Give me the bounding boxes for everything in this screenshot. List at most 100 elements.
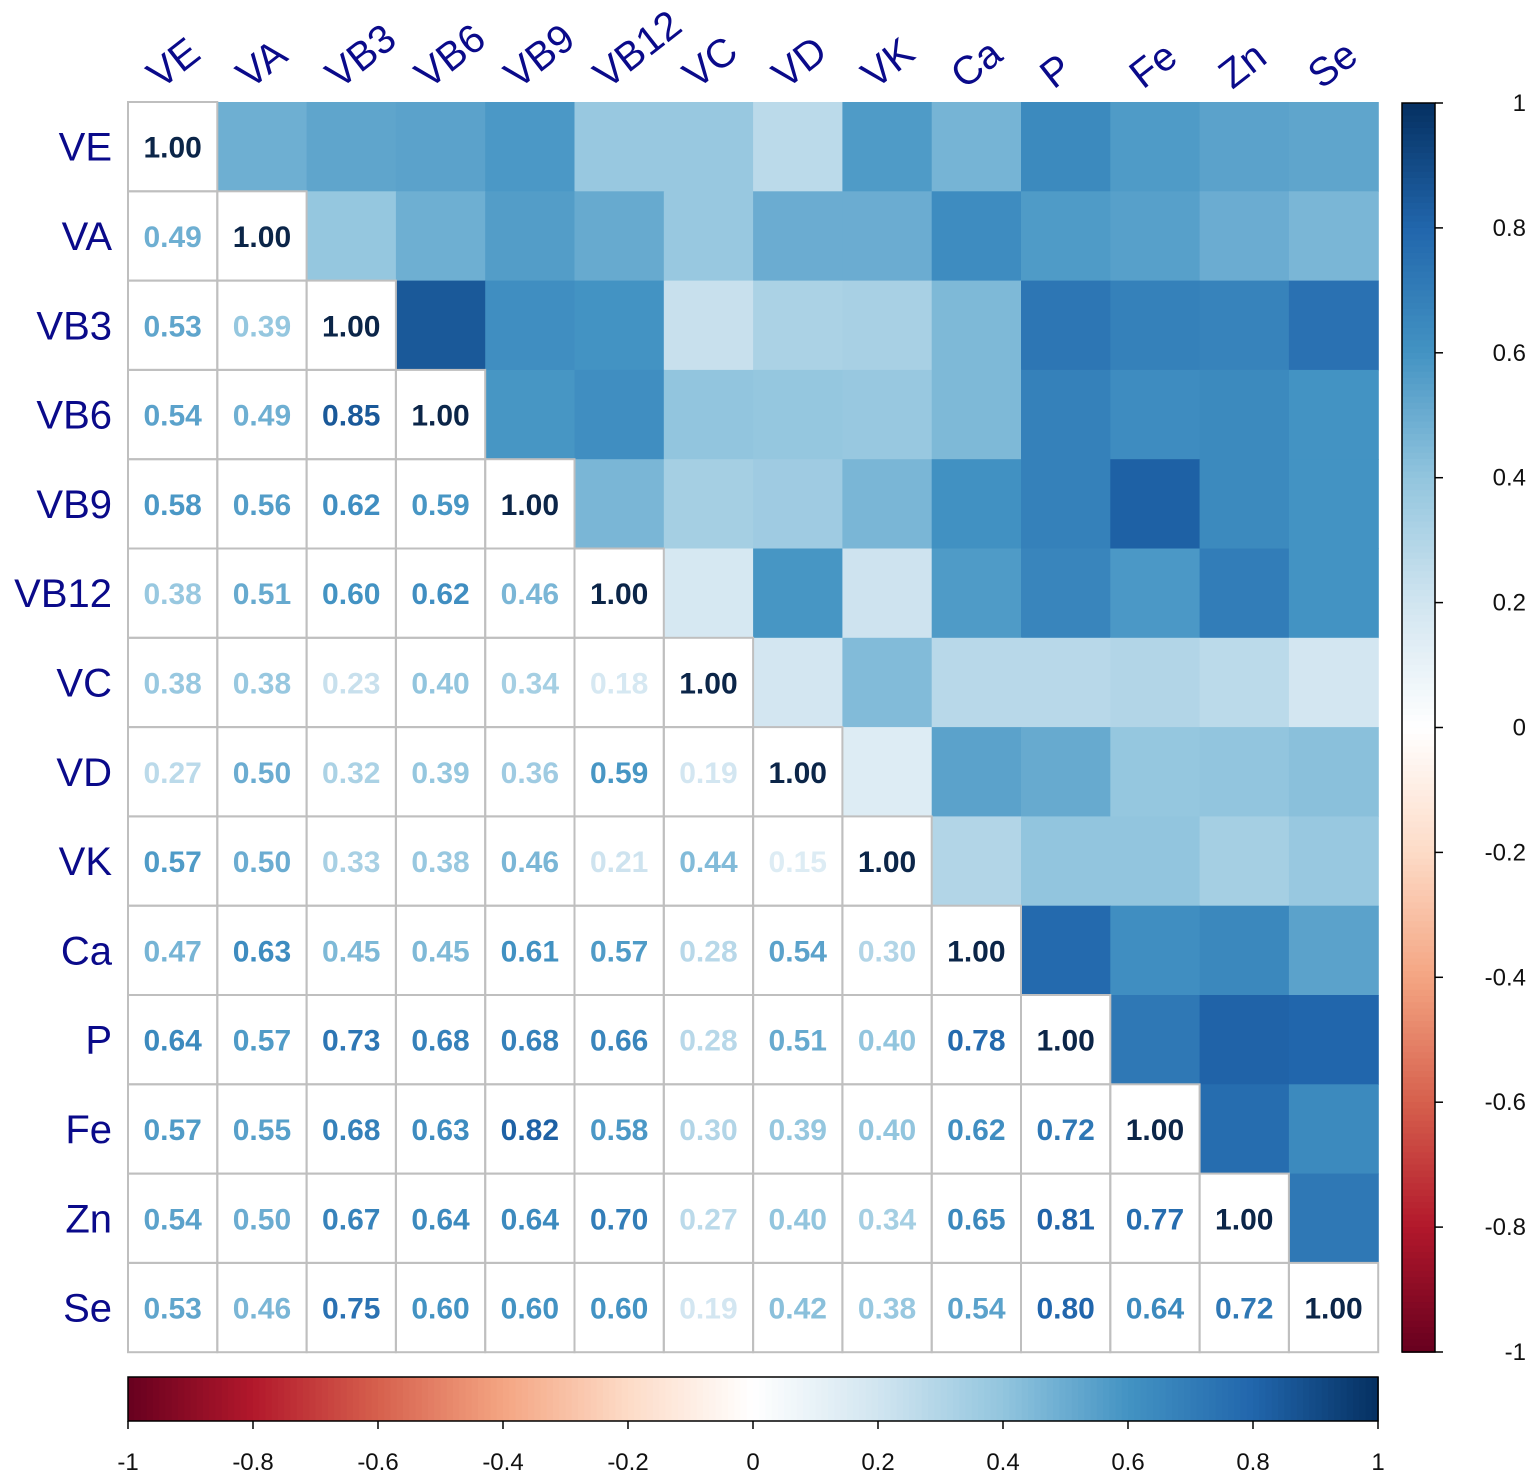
- heatmap-cell-VA-VB3: [306, 191, 397, 282]
- colorbar-bottom-segment: [815, 1377, 823, 1421]
- value-VK-VB3: 0.33: [322, 846, 380, 879]
- heatmap-cell-VB12-Se: [1288, 548, 1379, 639]
- colorbar-right-segment: [1402, 171, 1435, 179]
- value-Se-VC: 0.19: [679, 1293, 737, 1326]
- colorbar-bottom-segment: [1153, 1377, 1161, 1421]
- colorbar-bottom-segment: [521, 1377, 529, 1421]
- value-Fe-VC: 0.30: [679, 1114, 737, 1147]
- colorbar-bottom-segment: [746, 1377, 754, 1421]
- heatmap-cell-VD-Se: [1288, 727, 1379, 817]
- heatmap-cell-VB9-VD: [753, 459, 843, 550]
- heatmap-cell-VB3-P: [1021, 280, 1111, 371]
- row-label-VB3: VB3: [36, 304, 112, 348]
- colorbar-right-segment: [1402, 958, 1435, 966]
- value-VB6-VB3: 0.85: [322, 400, 380, 433]
- colorbar-right-tick-label: 0.4: [1493, 465, 1526, 492]
- heatmap-cell-Ca-Fe: [1110, 905, 1201, 996]
- value-Se-VB3: 0.75: [322, 1293, 380, 1326]
- colorbar-right-segment: [1402, 265, 1435, 273]
- colorbar-bottom-segment: [896, 1377, 904, 1421]
- colorbar-bottom-tick-label: 0: [746, 1449, 759, 1476]
- colorbar-bottom-segment: [1059, 1377, 1067, 1421]
- colorbar-right-segment: [1402, 508, 1435, 516]
- colorbar-bottom-segment: [646, 1377, 654, 1421]
- value-Ca-VB3: 0.45: [322, 935, 380, 968]
- colorbar-bottom-segment: [509, 1377, 517, 1421]
- row-labels: VE VA VB3 VB6 VB9 VB12 VC VD VK Ca P Fe Zn Se: [14, 126, 113, 1331]
- colorbar-bottom-segment: [1115, 1377, 1123, 1421]
- colorbar-right-segment: [1402, 933, 1435, 941]
- value-VA-VA: 1.00: [233, 221, 291, 254]
- heatmap-cell-Fe-Zn: [1199, 1084, 1290, 1175]
- heatmap-cell-VB3-VB6: [395, 280, 486, 371]
- colorbar-bottom-segment: [1128, 1377, 1136, 1421]
- colorbar-bottom-segment: [371, 1377, 379, 1421]
- colorbar-right-tick-label: -0.6: [1485, 1089, 1526, 1116]
- colorbar-right-segment: [1402, 402, 1435, 410]
- colorbar-bottom-segment: [378, 1377, 386, 1421]
- row-label-VB12: VB12: [14, 572, 112, 616]
- colorbar-bottom-segment: [409, 1377, 417, 1421]
- colorbar-right-segment: [1402, 764, 1435, 773]
- heatmap-cell-VB3-VC: [663, 280, 754, 371]
- colorbar-bottom-segment: [859, 1377, 867, 1421]
- colorbar-right-segment: [1402, 409, 1435, 417]
- colorbar-bottom-segment: [953, 1377, 961, 1421]
- value-Fe-P: 0.72: [1036, 1114, 1094, 1147]
- colorbar-right-segment: [1402, 396, 1435, 404]
- colorbar-bottom-segment: [415, 1377, 423, 1421]
- colorbar-bottom-segment: [828, 1377, 836, 1421]
- colorbar-bottom-segment: [909, 1377, 917, 1421]
- colorbar-bottom-segment: [178, 1377, 186, 1421]
- colorbar-bottom-segment: [296, 1377, 304, 1421]
- colorbar-bottom-segment: [990, 1377, 998, 1421]
- colorbar-bottom-segment: [228, 1377, 236, 1421]
- colorbar-bottom-segment: [715, 1377, 723, 1421]
- colorbar-right-segment: [1402, 802, 1435, 810]
- heatmap-cell-VB3-Fe: [1110, 280, 1201, 371]
- heatmap-cell-VE-VB12: [574, 102, 665, 192]
- heatmap-cell-VE-Ca: [931, 102, 1022, 192]
- colorbar-bottom-segment: [665, 1377, 673, 1421]
- colorbar-right-segment: [1402, 315, 1435, 323]
- value-VB12-VE: 0.38: [143, 578, 201, 611]
- value-Fe-VK: 0.40: [858, 1114, 916, 1147]
- value-VK-VB12: 0.21: [590, 846, 648, 879]
- colorbar-bottom-segment: [765, 1377, 773, 1421]
- colorbar-bottom-segment: [940, 1377, 948, 1421]
- colorbar-bottom-segment: [1359, 1377, 1367, 1421]
- colorbar-bottom-segment: [709, 1377, 717, 1421]
- colorbar-bottom-segment: [628, 1377, 636, 1421]
- value-VD-VC: 0.19: [679, 757, 737, 790]
- value-Se-VD: 0.42: [769, 1293, 827, 1326]
- colorbar-bottom-segment: [1140, 1377, 1148, 1421]
- value-VB12-VB12: 1.00: [590, 578, 648, 611]
- row-label-VE: VE: [59, 126, 112, 170]
- colorbar-right-segment: [1402, 1189, 1435, 1197]
- colorbar-right-segment: [1402, 477, 1435, 485]
- colorbar-right-segment: [1402, 134, 1435, 142]
- colorbar-bottom-segment: [346, 1377, 354, 1421]
- colorbar-right-segment: [1402, 1170, 1435, 1178]
- heatmap-cell-VA-VC: [663, 191, 754, 282]
- colorbar-right-segment: [1402, 184, 1435, 192]
- heatmap-cell-P-Se: [1288, 995, 1379, 1085]
- colorbar-right-segment: [1402, 1108, 1435, 1116]
- colorbar-bottom-segment: [609, 1377, 617, 1421]
- colorbar-bottom-segment: [1328, 1377, 1336, 1421]
- colorbar-right-segment: [1402, 465, 1435, 473]
- colorbar-right-segment: [1402, 327, 1435, 335]
- colorbar-right-segment: [1402, 1177, 1435, 1185]
- value-Zn-VA: 0.50: [233, 1203, 291, 1236]
- colorbar-bottom-segment: [334, 1377, 342, 1421]
- column-label-Se: Se: [1300, 32, 1366, 97]
- colorbar-bottom-segment: [240, 1377, 248, 1421]
- heatmap-cell-VB12-Ca: [931, 548, 1022, 639]
- value-VB3-VB3: 1.00: [322, 310, 380, 343]
- value-Zn-Fe: 0.77: [1126, 1203, 1184, 1236]
- value-Zn-Ca: 0.65: [947, 1203, 1005, 1236]
- colorbar-right-segment: [1402, 521, 1435, 529]
- colorbar-right-segment: [1402, 290, 1435, 298]
- colorbar-right-segment: [1402, 159, 1435, 167]
